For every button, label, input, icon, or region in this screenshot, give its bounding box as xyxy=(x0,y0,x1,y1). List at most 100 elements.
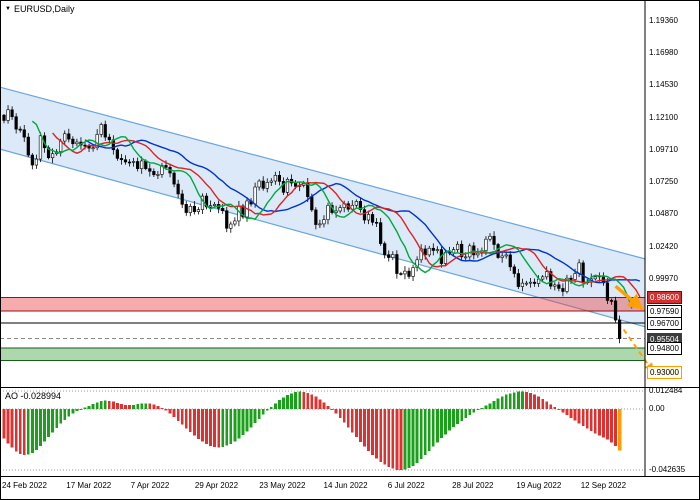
ao-bar xyxy=(456,409,459,424)
ao-bar xyxy=(314,396,318,410)
candle-body xyxy=(472,245,476,256)
date-label: 14 Jun 2022 xyxy=(323,481,368,490)
ao-bar xyxy=(55,409,59,428)
ao-bar xyxy=(75,409,79,412)
candle-body xyxy=(38,135,43,160)
ao-bar xyxy=(496,398,500,410)
forecast-arrow-solid xyxy=(614,284,644,310)
candle-body xyxy=(391,254,395,258)
candle-body xyxy=(285,178,290,193)
ao-bar xyxy=(172,409,176,418)
candle-body xyxy=(516,273,520,287)
candle-body xyxy=(387,254,391,258)
candle-body xyxy=(411,267,415,277)
ao-bar xyxy=(99,401,103,410)
candle-body xyxy=(18,128,22,131)
ao-bar xyxy=(120,403,123,410)
candle-body xyxy=(500,255,504,258)
ao-bar xyxy=(14,409,18,452)
candle-body xyxy=(6,109,10,121)
ao-bar xyxy=(407,409,411,469)
date-axis[interactable]: 24 Feb 2022 17 Mar 2022 7 Apr 2022 29 Apr 2… xyxy=(0,477,700,500)
ao-bar xyxy=(350,409,354,433)
candle-body xyxy=(2,114,6,121)
ao-axis: 0.012484 0.00 -0.042635 xyxy=(646,386,700,476)
candle-body xyxy=(492,235,496,245)
price-axis[interactable]: 1.19360 1.16980 1.14530 1.12100 1.09710 1.072… xyxy=(646,0,700,387)
candle-body xyxy=(476,252,480,256)
candle-body xyxy=(354,201,358,206)
ao-bar xyxy=(403,409,407,470)
ao-bar xyxy=(597,409,601,436)
ao-bar xyxy=(492,401,496,410)
candle-body xyxy=(613,300,618,321)
ao-bar xyxy=(464,409,468,418)
ao-bar xyxy=(346,409,350,428)
ao-bar xyxy=(184,409,188,429)
candle-body xyxy=(83,144,87,147)
candle-body xyxy=(30,154,34,166)
ao-bar xyxy=(201,409,204,442)
ao-bar xyxy=(136,404,140,410)
candle-body xyxy=(144,160,148,169)
price-tick-label: 1.04870 xyxy=(649,209,678,219)
candle-body xyxy=(435,249,439,251)
candle-body xyxy=(127,161,132,164)
resistance-zone xyxy=(0,296,645,312)
ao-bar xyxy=(164,409,168,411)
candle-body xyxy=(180,193,184,205)
candle-body xyxy=(395,254,399,274)
ao-bar xyxy=(233,409,237,442)
candle-body xyxy=(208,205,213,208)
support-zone xyxy=(0,347,645,362)
candle-body xyxy=(593,276,597,280)
candle-body xyxy=(192,206,196,212)
ao-bar xyxy=(160,407,164,410)
candle-body xyxy=(233,220,237,225)
price-tick-label: 1.07250 xyxy=(649,177,678,187)
candle-body xyxy=(460,243,464,258)
ao-bar xyxy=(237,409,241,439)
ao-bar xyxy=(415,409,419,463)
ao-bar xyxy=(488,403,492,410)
ao-bar xyxy=(107,400,111,410)
candle-body xyxy=(431,247,435,251)
ao-bar xyxy=(606,409,609,440)
ao-bar xyxy=(188,409,192,432)
ao-bar xyxy=(512,392,516,410)
ao-bar xyxy=(30,409,34,453)
candle-body xyxy=(338,207,342,212)
candle-body xyxy=(293,182,298,187)
ao-bar xyxy=(213,409,216,448)
candle-body xyxy=(524,282,529,285)
candle-body xyxy=(265,182,269,189)
ao-tick-label: 0.00 xyxy=(649,404,665,414)
candle-body xyxy=(464,256,468,259)
price-tick-label: 0.99970 xyxy=(649,274,678,284)
ao-bar xyxy=(573,409,577,421)
candle-body xyxy=(281,181,286,193)
ao-bar xyxy=(379,409,383,462)
candle-body xyxy=(403,270,407,275)
candle-body xyxy=(148,168,152,172)
date-label: 17 Mar 2022 xyxy=(66,481,112,490)
chart-marker-icon: ▼ xyxy=(5,6,11,12)
candle-body xyxy=(213,204,217,206)
ao-bar xyxy=(269,406,273,410)
candle-body xyxy=(119,158,124,161)
ao-bar xyxy=(391,409,395,469)
ao-bar xyxy=(318,399,322,410)
symbol-text: EURUSD,Daily xyxy=(13,4,75,14)
ao-bar xyxy=(549,404,553,410)
candle-body xyxy=(553,284,557,287)
ao-bar xyxy=(504,394,508,410)
candle-body xyxy=(326,205,330,220)
date-label: 24 Feb 2022 xyxy=(2,481,47,490)
ao-bar xyxy=(241,409,245,436)
ao-bar xyxy=(253,409,257,424)
candle-body xyxy=(504,254,508,257)
candle-body xyxy=(34,158,38,166)
ao-bar xyxy=(589,409,593,432)
ao-bar xyxy=(460,409,464,421)
